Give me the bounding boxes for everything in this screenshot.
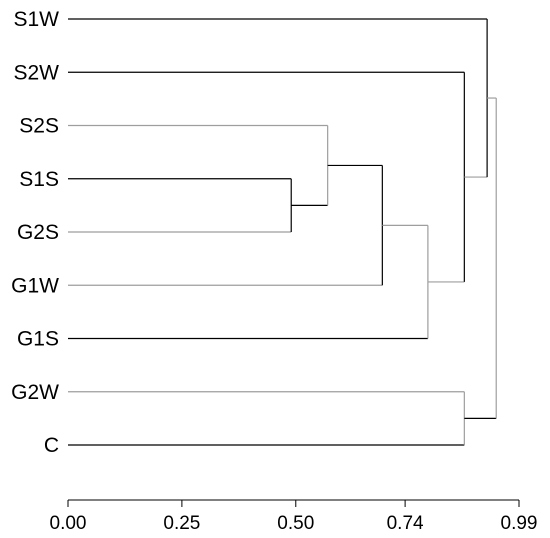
leaf-label-g1s: G1S: [17, 328, 59, 351]
leaf-label-g1w: G1W: [11, 274, 59, 297]
x-tick-label-3: 0.74: [387, 513, 424, 534]
x-axis: 0.00 0.25 0.50 0.74 0.99: [50, 499, 538, 534]
leaf-label-s2w: S2W: [13, 61, 59, 84]
dendrogram-branches: [68, 18, 497, 446]
leaf-label-s1w: S1W: [13, 8, 59, 31]
x-tick-label-1: 0.25: [163, 513, 200, 534]
leaf-label-s2s: S2S: [19, 115, 59, 138]
leaf-label-g2w: G2W: [11, 381, 59, 404]
leaf-label-s1s: S1S: [19, 168, 59, 191]
leaf-labels: S1W S2W S2S S1S G2S G1W G1S G2W C: [11, 8, 59, 457]
leaf-label-g2s: G2S: [17, 221, 59, 244]
x-tick-label-4: 0.99: [501, 513, 538, 534]
x-tick-label-2: 0.50: [277, 513, 314, 534]
x-tick-label-0: 0.00: [50, 513, 87, 534]
leaf-label-c: C: [44, 434, 59, 457]
